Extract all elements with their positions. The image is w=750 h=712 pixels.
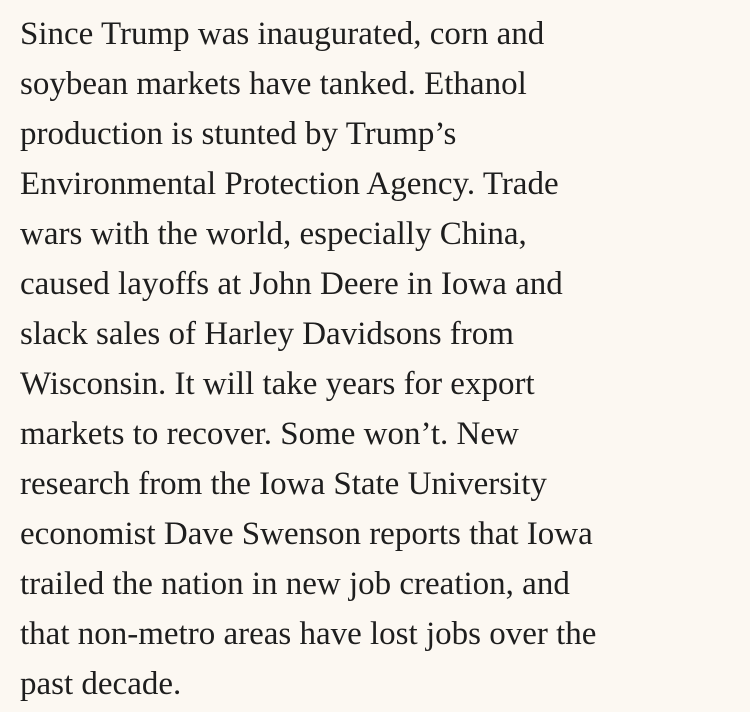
text-line: economist Dave Swenson reports that Iowa: [20, 516, 593, 552]
text-line: Environmental Protection Agency. Trade: [20, 166, 559, 202]
text-line: research from the Iowa State University: [20, 466, 547, 502]
text-line: past decade.: [20, 666, 182, 702]
paragraph: Since Trump was inaugurated, corn and soy…: [20, 9, 745, 709]
text-line: that non-metro areas have lost jobs over…: [20, 616, 597, 652]
text-line: wars with the world, especially China,: [20, 216, 527, 252]
text-line: Wisconsin. It will take years for export: [20, 366, 535, 402]
text-line: production is stunted by Trump’s: [20, 116, 457, 152]
text-line: markets to recover. Some won’t. New: [20, 416, 519, 452]
text-line: Since Trump was inaugurated, corn and: [20, 16, 545, 52]
text-line: trailed the nation in new job creation, …: [20, 566, 570, 602]
text-line: slack sales of Harley Davidsons from: [20, 316, 514, 352]
text-line: soybean markets have tanked. Ethanol: [20, 66, 527, 102]
text-line: caused layoffs at John Deere in Iowa and: [20, 266, 563, 302]
